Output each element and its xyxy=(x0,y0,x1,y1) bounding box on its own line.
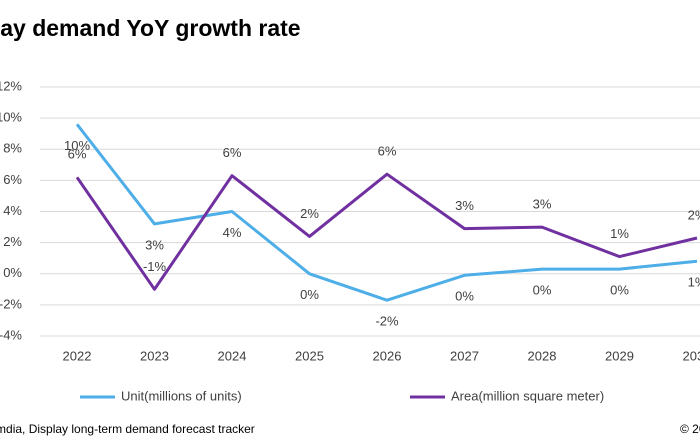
x-tick-label: 2028 xyxy=(528,348,557,363)
y-tick-label: 6% xyxy=(3,172,22,187)
data-label: 1% xyxy=(610,226,629,241)
legend-label: Area(million square meter) xyxy=(451,388,604,403)
series-line xyxy=(75,172,698,291)
y-tick-label: 2% xyxy=(3,234,22,249)
data-label: 10% xyxy=(64,138,90,153)
y-tick-label: 12% xyxy=(0,78,22,93)
data-label: 0% xyxy=(300,287,319,302)
series-line xyxy=(75,123,698,302)
x-tick-label: 2030 xyxy=(683,348,700,363)
data-label: 0% xyxy=(455,289,474,304)
y-tick-label: 0% xyxy=(3,265,22,280)
data-label: 6% xyxy=(223,145,242,160)
data-label: 0% xyxy=(533,283,552,298)
x-tick-label: 2026 xyxy=(373,348,402,363)
source: Source: Omdia, Display long-term demand … xyxy=(0,422,255,436)
data-label: 1% xyxy=(688,275,700,290)
data-label: 6% xyxy=(378,144,397,159)
data-label: 6% xyxy=(68,147,87,162)
data-label: 3% xyxy=(455,198,474,213)
y-tick-label: 4% xyxy=(3,203,22,218)
x-tick-label: 2027 xyxy=(450,348,479,363)
y-tick-label: 8% xyxy=(3,141,22,156)
data-label: 2% xyxy=(688,207,700,222)
y-tick-label: 10% xyxy=(0,110,22,125)
data-label: 3% xyxy=(533,197,552,212)
x-tick-label: 2022 xyxy=(63,348,92,363)
chart-title: Display demand YoY growth rate xyxy=(0,15,301,41)
data-label: -2% xyxy=(375,314,399,329)
y-tick-label: -4% xyxy=(0,327,22,342)
x-tick-label: 2025 xyxy=(295,348,324,363)
x-tick-label: 2024 xyxy=(218,348,247,363)
legend-label: Unit(millions of units) xyxy=(121,388,242,403)
x-tick-label: 2023 xyxy=(140,348,169,363)
data-label: 3% xyxy=(145,237,164,252)
data-label: 4% xyxy=(223,225,242,240)
data-label: 0% xyxy=(610,283,629,298)
copyright: © 2024 Omdia xyxy=(680,422,700,436)
x-tick-label: 2029 xyxy=(605,348,634,363)
y-tick-label: -2% xyxy=(0,296,22,311)
data-label: -1% xyxy=(143,259,167,274)
data-label: 2% xyxy=(300,206,319,221)
